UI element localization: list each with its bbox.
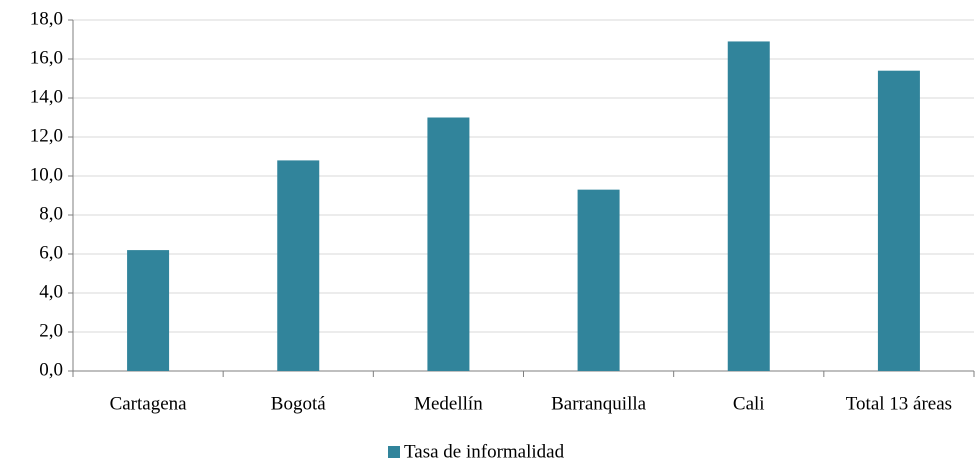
x-tick-label: Total 13 áreas (846, 393, 952, 414)
y-tick-label: 2,0 (39, 320, 63, 341)
y-tick-label: 6,0 (39, 242, 63, 263)
y-tick-label: 18,0 (30, 8, 63, 29)
y-tick-label: 0,0 (39, 359, 63, 380)
x-tick-label: Cali (733, 393, 765, 414)
bar (877, 70, 920, 371)
y-tick-label: 16,0 (30, 47, 63, 68)
bar (427, 117, 470, 371)
legend-swatch (388, 446, 400, 458)
x-tick-label: Medellín (414, 393, 483, 414)
bar (277, 160, 320, 371)
bar (727, 41, 770, 371)
y-tick-label: 10,0 (30, 164, 63, 185)
y-tick-label: 4,0 (39, 281, 63, 302)
y-tick-label: 12,0 (30, 125, 63, 146)
legend-label: Tasa de informalidad (404, 441, 565, 462)
x-tick-label: Bogotá (271, 393, 326, 414)
bar (577, 189, 620, 371)
y-tick-label: 8,0 (39, 203, 63, 224)
x-tick-label: Barranquilla (551, 393, 647, 414)
bar (127, 250, 170, 371)
x-tick-label: Cartagena (110, 393, 188, 414)
y-tick-label: 14,0 (30, 86, 63, 107)
